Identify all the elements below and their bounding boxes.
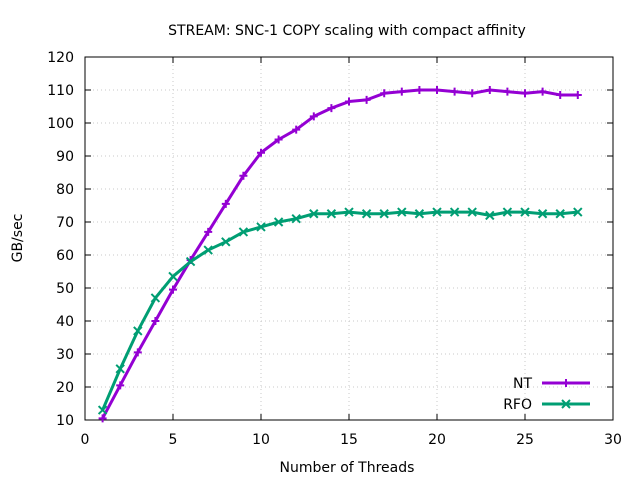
- data-point-rfo: [238, 227, 249, 237]
- y-tick-label: 100: [47, 116, 74, 132]
- data-point-rfo: [485, 210, 495, 221]
- data-point-rfo: [520, 207, 530, 217]
- y-tick-label: 30: [56, 347, 74, 363]
- data-point-rfo: [115, 364, 125, 374]
- y-tick-label: 120: [47, 50, 74, 66]
- legend-marker: [561, 399, 571, 409]
- x-tick-label: 30: [604, 432, 622, 448]
- data-point-rfo: [221, 237, 231, 247]
- series-line-nt: [101, 88, 578, 420]
- data-point-rfo: [97, 405, 108, 415]
- data-point-rfo: [168, 271, 178, 282]
- data-point-nt: [380, 89, 389, 98]
- y-tick-label: 60: [56, 248, 74, 264]
- data-point-rfo: [414, 209, 425, 219]
- series-rfo: [97, 207, 583, 415]
- y-tick-label: 50: [56, 281, 74, 297]
- data-point-nt: [556, 90, 565, 99]
- legend-label: RFO: [503, 397, 532, 413]
- data-point-nt: [292, 125, 301, 134]
- data-point-rfo: [185, 256, 196, 267]
- data-point-nt: [257, 148, 265, 157]
- grid-lines: [85, 57, 613, 420]
- data-point-nt: [98, 414, 107, 423]
- series-line-rfo: [101, 210, 578, 411]
- data-point-nt: [133, 348, 142, 357]
- axis-ticks: 10 20 30 40 50 60 70 80 90 100 110 120 0 5 10 15 20 25 30: [47, 50, 622, 448]
- data-point-nt: [573, 90, 582, 99]
- data-point-rfo: [203, 245, 213, 255]
- y-tick-label: 10: [56, 413, 74, 429]
- data-point-rfo: [326, 209, 337, 219]
- legend-item-rfo: RFO: [503, 397, 590, 413]
- data-point-nt: [274, 135, 283, 144]
- x-tick-label: 15: [340, 432, 358, 448]
- data-point-rfo: [432, 207, 442, 217]
- data-point-nt: [433, 86, 441, 94]
- data-point-nt: [362, 95, 371, 104]
- x-axis-label: Number of Threads: [280, 460, 415, 476]
- data-point-nt: [327, 104, 336, 113]
- y-axis-label: GB/sec: [10, 214, 26, 263]
- series-nt: [98, 86, 582, 423]
- data-point-rfo: [397, 207, 407, 217]
- x-tick-label: 25: [516, 432, 534, 448]
- data-point-nt: [309, 112, 318, 121]
- legend-marker: [562, 379, 570, 387]
- data-point-rfo: [537, 209, 548, 219]
- y-tick-label: 80: [56, 182, 74, 198]
- x-tick-label: 20: [428, 432, 446, 448]
- data-point-nt: [221, 199, 230, 208]
- legend-label: NT: [513, 376, 532, 392]
- data-point-rfo: [573, 207, 583, 217]
- data-point-nt: [116, 381, 125, 390]
- data-point-rfo: [133, 326, 143, 336]
- data-point-rfo: [379, 209, 389, 219]
- y-tick-label: 110: [47, 83, 74, 99]
- data-point-rfo: [502, 207, 513, 217]
- data-point-rfo: [467, 207, 477, 217]
- data-point-nt: [345, 97, 353, 106]
- y-tick-label: 70: [56, 215, 74, 231]
- data-point-nt: [169, 285, 177, 294]
- data-point-nt: [485, 86, 494, 94]
- x-tick-label: 0: [81, 432, 90, 448]
- data-point-rfo: [273, 217, 284, 227]
- y-tick-label: 40: [56, 314, 74, 330]
- data-point-rfo: [291, 213, 301, 224]
- data-point-nt: [239, 171, 248, 180]
- data-point-rfo: [361, 209, 372, 219]
- data-point-nt: [397, 87, 406, 96]
- x-tick-label: 5: [169, 432, 178, 448]
- data-point-rfo: [555, 209, 565, 219]
- y-tick-label: 90: [56, 149, 74, 165]
- data-point-rfo: [256, 222, 266, 232]
- data-point-nt: [151, 317, 160, 325]
- data-point-nt: [204, 227, 213, 236]
- y-tick-label: 20: [56, 380, 74, 396]
- data-point-rfo: [309, 209, 319, 219]
- series-layer: [97, 86, 583, 423]
- data-point-rfo: [150, 293, 161, 303]
- data-point-rfo: [449, 207, 460, 217]
- data-point-nt: [415, 86, 424, 94]
- data-point-nt: [503, 87, 512, 96]
- chart-title: STREAM: SNC-1 COPY scaling with compact …: [168, 23, 526, 39]
- data-point-nt: [450, 87, 459, 96]
- data-point-nt: [538, 87, 547, 96]
- data-point-nt: [521, 89, 529, 98]
- x-tick-label: 10: [252, 432, 270, 448]
- legend: NT RFO: [503, 376, 590, 413]
- data-point-rfo: [344, 207, 354, 217]
- data-point-nt: [468, 89, 477, 98]
- legend-item-nt: NT: [513, 376, 590, 392]
